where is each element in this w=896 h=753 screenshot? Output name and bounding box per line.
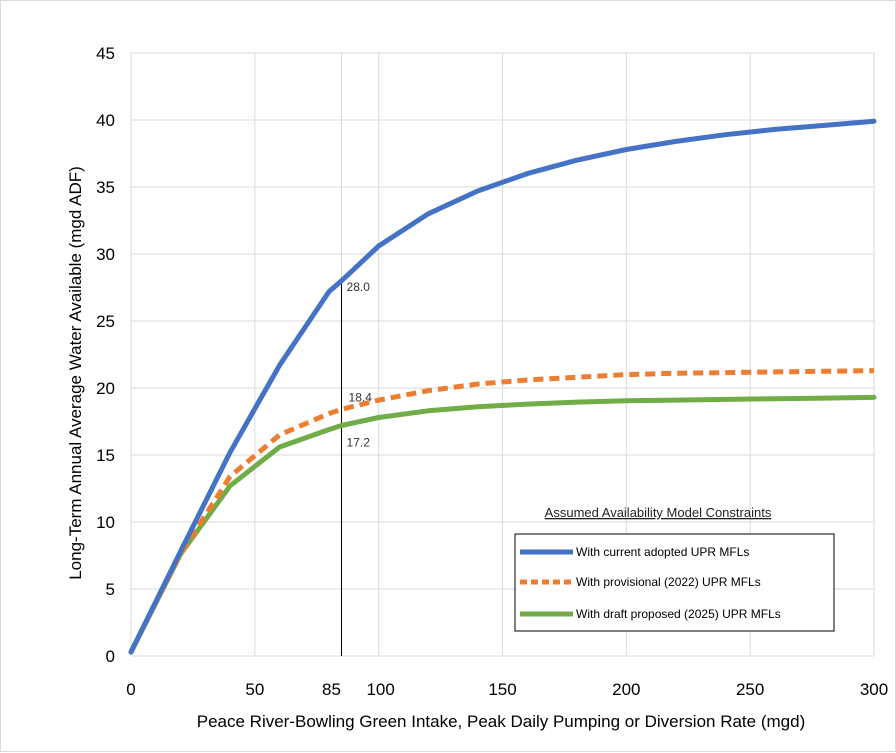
x-tick-label-0: 0 xyxy=(126,680,135,699)
series-line-2 xyxy=(128,394,877,655)
y-tick-label-4: 20 xyxy=(96,379,115,398)
series-lines xyxy=(128,118,877,655)
y-tick-label-5: 25 xyxy=(96,312,115,331)
series-line-0 xyxy=(128,118,877,655)
y-tick-label-0: 0 xyxy=(106,647,115,666)
y-tick-labels: 0 5 10 15 20 25 30 35 40 45 xyxy=(96,44,115,666)
y-tick-label-3: 15 xyxy=(96,446,115,465)
y-tick-label-7: 35 xyxy=(96,178,115,197)
x-tick-label-6: 250 xyxy=(736,680,764,699)
x-tick-label-3: 100 xyxy=(366,680,394,699)
legend-label-1: With provisional (2022) UPR MFLs xyxy=(576,575,761,589)
legend-items: With current adopted UPR MFLs With provis… xyxy=(520,545,781,621)
x-tick-label-2: 85 xyxy=(322,680,341,699)
data-label-1: 18.4 xyxy=(349,390,373,404)
data-label-2: 17.2 xyxy=(347,436,371,450)
series-line-1 xyxy=(128,368,875,654)
legend-label-2: With draft proposed (2025) UPR MFLs xyxy=(576,607,781,621)
legend-label-0: With current adopted UPR MFLs xyxy=(576,545,749,559)
x-axis-title: Peace River-Bowling Green Intake, Peak D… xyxy=(197,712,805,731)
legend: Assumed Availability Model Constraints W… xyxy=(514,505,835,632)
y-tick-label-1: 5 xyxy=(106,580,115,599)
y-axis-title: Long-Term Annual Average Water Available… xyxy=(66,166,85,580)
x-tick-labels: 0 50 85 100 150 200 250 300 xyxy=(126,680,888,699)
x-tick-label-4: 150 xyxy=(488,680,516,699)
legend-title: Assumed Availability Model Constraints xyxy=(545,505,772,520)
y-tick-label-6: 30 xyxy=(96,245,115,264)
y-tick-label-8: 40 xyxy=(96,111,115,130)
data-label-0: 28.0 xyxy=(347,280,371,294)
x-tick-label-7: 300 xyxy=(860,680,888,699)
y-tick-label-9: 45 xyxy=(96,44,115,63)
data-labels: 28.0 18.4 17.2 xyxy=(347,280,373,450)
y-tick-label-2: 10 xyxy=(96,513,115,532)
x-tick-label-1: 50 xyxy=(245,680,264,699)
x-tick-label-5: 200 xyxy=(612,680,640,699)
